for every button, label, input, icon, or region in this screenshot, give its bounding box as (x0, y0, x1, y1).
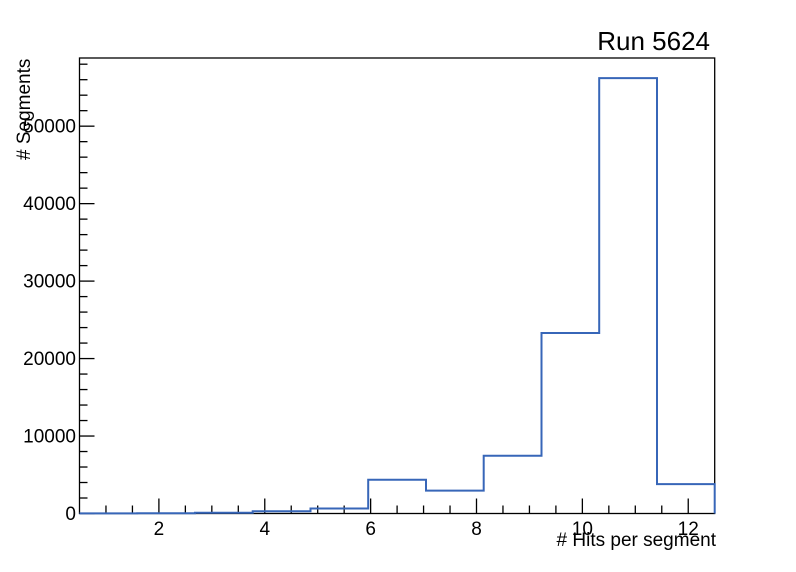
histogram-line (79, 77, 716, 515)
y-axis-title: # Segments (14, 59, 35, 160)
y-tick-label: 40000 (23, 194, 76, 215)
x-tick-labels: 2 4 6 8 10 12 (154, 519, 699, 540)
x-tick-label: 8 (471, 519, 482, 540)
x-axis-ticks (105, 498, 689, 514)
x-tick-label: 2 (154, 519, 165, 540)
x-tick-label: 10 (572, 519, 593, 540)
y-tick-labels: 0 10000 20000 30000 40000 50000 (23, 117, 76, 525)
y-tick-label: 10000 (23, 427, 76, 448)
x-tick-label: 6 (365, 519, 376, 540)
x-tick-label: 12 (678, 519, 699, 540)
y-tick-label: 20000 (23, 349, 76, 370)
x-axis-title: # Hits per segment (557, 530, 717, 551)
y-tick-label: 0 (65, 504, 76, 525)
chart-title: Run 5624 (597, 26, 710, 56)
x-tick-label: 4 (259, 519, 270, 540)
y-axis-ticks (79, 63, 95, 515)
y-tick-label: 30000 (23, 272, 76, 293)
y-tick-label: 50000 (23, 117, 76, 138)
plot-frame (78, 57, 716, 515)
